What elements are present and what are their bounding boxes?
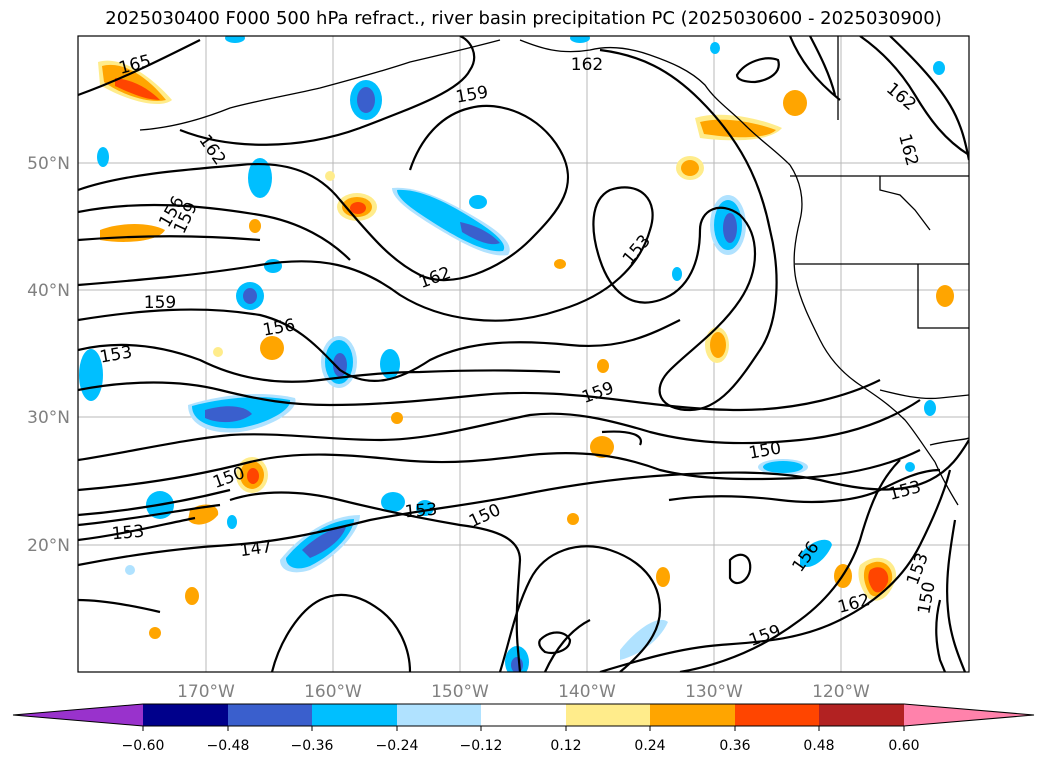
contour-label: 162 — [571, 55, 603, 75]
colorbar-swatch — [143, 704, 228, 726]
colorbar-ticks — [142, 726, 905, 731]
map-frame — [77, 35, 970, 673]
lon-tick-label: 170°W — [177, 682, 235, 702]
colorbar-swatch — [228, 704, 312, 726]
contour-label: 153 — [404, 500, 438, 523]
colorbar-tick-label: 0.12 — [550, 738, 581, 754]
map-title: 2025030400 F000 500 hPa refract., river … — [105, 8, 942, 29]
colorbar-tick-label: 0.48 — [803, 738, 834, 754]
colorbar-tick-label: −0.48 — [207, 738, 250, 754]
colorbar-extend-min — [13, 704, 143, 726]
contour-label: 153 — [111, 522, 145, 545]
lon-tick-label: 130°W — [685, 682, 743, 702]
colorbar-tick-label: 0.60 — [888, 738, 919, 754]
lon-ticks: 170°W 160°W 150°W 140°W 130°W 120°W — [177, 682, 870, 702]
negative-precip-areas — [79, 36, 945, 672]
lon-tick-label: 160°W — [304, 682, 362, 702]
colorbar: −0.60 −0.48 −0.36 −0.24 −0.12 0.12 0.24 … — [12, 703, 1035, 754]
lon-tick-label: 150°W — [431, 682, 489, 702]
lat-tick-label: 20°N — [27, 536, 70, 556]
lon-tick-label: 140°W — [558, 682, 616, 702]
colorbar-tick-label: 0.36 — [719, 738, 750, 754]
contour-label: 147 — [239, 537, 274, 561]
colorbar-swatch — [650, 704, 735, 726]
colorbar-tick-label: −0.12 — [460, 738, 503, 754]
lat-ticks: 50°N 40°N 30°N 20°N — [27, 154, 70, 556]
coastline — [139, 36, 969, 506]
colorbar-swatch — [735, 704, 819, 726]
contour-label: 159 — [144, 293, 176, 313]
colorbar-swatch — [312, 704, 397, 726]
lat-tick-label: 50°N — [27, 154, 70, 174]
lat-tick-label: 30°N — [27, 408, 70, 428]
refractivity-contours — [78, 36, 969, 672]
lat-tick-label: 40°N — [27, 281, 70, 301]
colorbar-swatch — [819, 704, 904, 726]
colorbar-tick-label: −0.24 — [376, 738, 419, 754]
colorbar-tick-label: −0.60 — [122, 738, 165, 754]
positive-precip-areas — [98, 60, 954, 639]
colorbar-swatch — [566, 704, 650, 726]
lon-tick-label: 120°W — [812, 682, 870, 702]
colorbar-tick-label: 0.24 — [634, 738, 665, 754]
colorbar-swatch — [481, 704, 566, 726]
colorbar-tick-label: −0.36 — [291, 738, 334, 754]
colorbar-swatch — [397, 704, 481, 726]
map-area: 165 162 156 159 159 156 153 150 153 147 … — [78, 36, 969, 672]
colorbar-extend-max — [904, 704, 1034, 726]
